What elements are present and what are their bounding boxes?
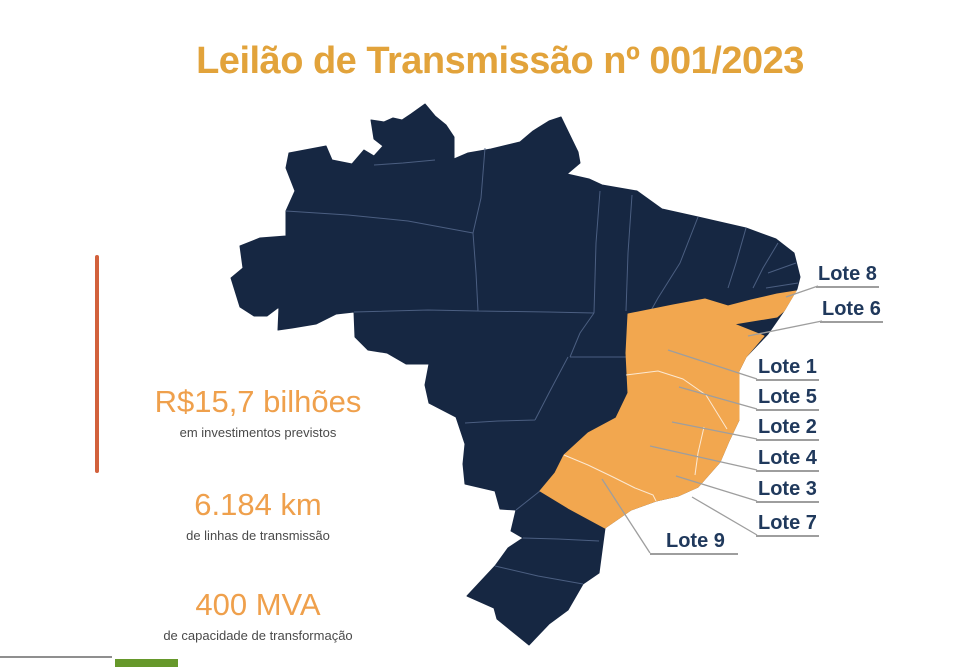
page-title: Leilão de Transmissão nº 001/2023: [196, 40, 804, 82]
lot-label-1: Lote 1: [756, 356, 819, 381]
stat-transmission-lines-caption: de linhas de transmissão: [186, 528, 330, 543]
stat-investment: R$15,7 bilhões em investimentos previsto…: [83, 384, 433, 441]
stat-transmission-lines: 6.184 km de linhas de transmissão: [83, 487, 433, 544]
brazil-map: [230, 103, 801, 646]
stat-transformation-capacity-caption: de capacidade de transformação: [163, 628, 353, 643]
footer-gray-line: [0, 656, 112, 658]
stat-investment-caption: em investimentos previstos: [179, 425, 337, 440]
stat-transformation-capacity: 400 MVA de capacidade de transformação: [83, 587, 433, 644]
lot-label-6: Lote 6: [820, 298, 883, 323]
state-borders: [285, 147, 799, 585]
lot-label-9: Lote 9: [650, 530, 738, 555]
stat-investment-value: R$15,7 bilhões: [154, 384, 362, 419]
lot-label-2: Lote 2: [756, 416, 819, 441]
lot-label-3: Lote 3: [756, 478, 819, 503]
lot-label-4: Lote 4: [756, 447, 819, 472]
footer-green-bar: [115, 659, 178, 667]
lot-label-8: Lote 8: [816, 263, 879, 288]
lot-label-7: Lote 7: [756, 512, 819, 537]
stat-transmission-lines-value: 6.184 km: [194, 487, 322, 522]
accent-line: [95, 255, 99, 473]
lot-label-5: Lote 5: [756, 386, 819, 411]
stat-transformation-capacity-value: 400 MVA: [195, 587, 321, 622]
